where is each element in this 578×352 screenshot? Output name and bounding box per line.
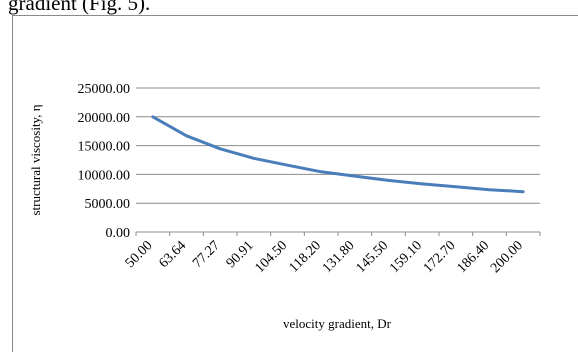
y-tick-label: 0.00 xyxy=(106,226,131,241)
x-tick-label: 77.27 xyxy=(190,238,223,271)
x-tick-labels: 50.00 63.64 77.27 90.91104.50118.20131.8014… xyxy=(123,238,526,276)
x-tick-label: 90.91 xyxy=(224,238,257,271)
y-tick-label: 15000.00 xyxy=(78,140,131,155)
series-lines xyxy=(151,115,525,194)
x-tick-label: 50.00 xyxy=(123,238,156,271)
grid-lines xyxy=(136,87,540,204)
x-tick-label: 172.70 xyxy=(421,238,459,276)
y-axis-title: structural viscosity, η xyxy=(28,104,43,215)
axes xyxy=(135,231,541,236)
chart-frame xyxy=(12,15,578,352)
y-tick-label: 25000.00 xyxy=(78,82,131,97)
page-caption: gradient (Fig. 5). xyxy=(8,0,151,15)
x-tick-label: 200.00 xyxy=(488,238,526,276)
y-tick-label: 10000.00 xyxy=(78,168,131,183)
x-tick-label: 186.40 xyxy=(454,238,492,276)
x-tick-label: 104.50 xyxy=(252,238,290,276)
x-tick-label: 118.20 xyxy=(287,238,324,275)
y-tick-label: 5000.00 xyxy=(85,197,131,212)
x-tick-label: 63.64 xyxy=(156,238,189,271)
y-tick-label: 20000.00 xyxy=(78,111,131,126)
series-line xyxy=(151,115,525,194)
x-tick-label: 131.80 xyxy=(320,238,358,276)
y-tick-labels: 0.00 5000.00 10000.00 15000.00 20000.00 25000… xyxy=(78,82,131,241)
x-tick-label: 145.50 xyxy=(353,238,391,276)
x-axis-title: velocity gradient, Dr xyxy=(283,316,392,331)
x-tick-label: 159.10 xyxy=(387,238,425,276)
